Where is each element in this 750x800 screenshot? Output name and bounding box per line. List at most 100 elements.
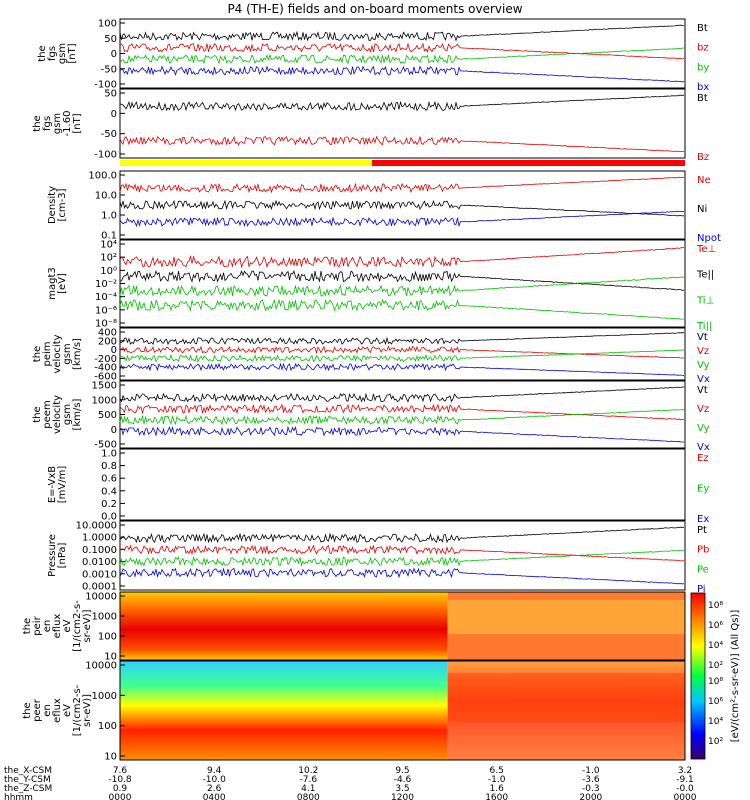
x-row-label: the_X-CSM <box>4 766 52 776</box>
panel-7: E=-VxB[mV/m] 1.00.8 0.60.4 0.2 0.0 Ez Ey Ex <box>47 448 709 525</box>
x-tick-label: -10.8 <box>108 775 132 785</box>
x-tick-label: 0000 <box>674 793 697 800</box>
panel-3: Density[cm-3] 100.0 10.0 1.0 0.1 Ne Ni Npot <box>47 170 721 244</box>
region-bar-right <box>372 160 685 166</box>
x-tick-label: 9.4 <box>207 766 222 776</box>
legend-entry: bx <box>697 82 709 93</box>
y-tick-label: 0 <box>111 109 117 120</box>
panel-ylabel: magt3[eV] <box>47 267 68 300</box>
y-tick-label: 200 <box>98 336 117 347</box>
y-tick-label: -100 <box>94 150 117 161</box>
y-tick-label: 1.0000 <box>82 533 117 544</box>
legend-entry: Pi <box>697 584 706 595</box>
legend-entry: Bt <box>697 93 708 104</box>
panel-ylabel: thepeirenefluxeV[1/(cm2-s-sr-eV)] <box>22 600 93 652</box>
spectrogram-fill <box>120 661 448 760</box>
x-tick-label: -1.0 <box>488 775 506 785</box>
y-tick-label: 0 <box>111 345 117 356</box>
ylabel-line: sr-eV)] <box>82 694 93 727</box>
series-line-Pb <box>119 544 685 562</box>
y-tick-label: 1000 <box>92 395 117 406</box>
y-tick-label: 10⁰ <box>100 266 117 277</box>
ylabel-line: [nPa] <box>57 542 68 568</box>
x-tick-label: -0.3 <box>582 784 600 794</box>
y-tick-label: 100 <box>98 19 117 30</box>
ylabel-line: -1.60 <box>62 111 73 137</box>
series-line-Vx <box>119 425 685 443</box>
region-bar-left <box>120 160 372 166</box>
ylabel-line: en <box>42 620 53 633</box>
x-tick-label: 0400 <box>203 793 226 800</box>
ylabel-line: eV <box>62 704 73 717</box>
ylabel-line: [mV/m] <box>57 466 68 504</box>
x-tick-label: -7.6 <box>300 775 318 785</box>
colorbar-tick-label: 10⁸ <box>708 677 723 687</box>
y-tick-label: 0.0001 <box>82 582 117 593</box>
ylabel-line: the <box>32 346 43 362</box>
y-tick-label: 0.1 <box>101 231 117 242</box>
panel-4: magt3[eV] 10⁴ 10² 10⁰ 10⁻² 10⁻⁴ 10⁻⁶ 10⁻⁸ Te⊥ Te|… <box>47 239 716 332</box>
panel-6: thepeemvelocitygsm[km/s] 1500 1000 500 0 -500… <box>32 380 710 453</box>
x-tick-label: -0.0 <box>676 784 694 794</box>
ylabel-line: [cm-3] <box>57 188 68 221</box>
legend-entry: Pb <box>697 545 709 556</box>
y-tick-label: 0.6 <box>101 474 117 485</box>
panel-frame <box>119 520 686 591</box>
legend-entry: Te|| <box>696 270 714 281</box>
ylabel-line: the <box>22 618 33 634</box>
legend-entry: Vy <box>697 360 710 371</box>
x-tick-label: 3.2 <box>678 766 692 776</box>
y-tick-label: 10⁻⁴ <box>95 292 117 303</box>
series-line-Vt <box>119 386 685 403</box>
ylabel-line: [1/(cm2-s- <box>72 600 83 652</box>
y-tick-label: -400 <box>94 363 117 374</box>
y-tick-label: -600 <box>94 372 117 383</box>
y-tick-label: 400 <box>98 328 117 339</box>
x-row-label: the_Z-CSM <box>4 784 52 794</box>
panel-ylabel: thepeemvelocitygsm[km/s] <box>32 395 83 434</box>
series-line-Ti|| <box>119 298 684 320</box>
x-tick-label: 1200 <box>391 793 414 800</box>
panel-frame <box>119 660 686 761</box>
panel-5: thepeimvelocitygsm[km/s] 4002000-200-400-… <box>32 327 710 385</box>
ylabel-line: gsm <box>62 343 73 364</box>
ylabel-line: peim <box>42 341 53 366</box>
x-axis-labels: the_X-CSM 7.6 9.4 10.2 9.5 6.5 -1.0 3.2the_Y-CS… <box>4 766 697 800</box>
x-tick-label: 1600 <box>485 793 508 800</box>
panel-ylabel: thepeimvelocitygsm[km/s] <box>32 334 83 373</box>
x-tick-label: -4.6 <box>394 775 412 785</box>
panel-8: Pressure[nPa]10.00001.00000.10000.01000.… <box>47 520 709 595</box>
panel-frame <box>119 448 686 521</box>
spectrogram-band <box>447 600 685 635</box>
x-tick-label: -10.0 <box>203 775 227 785</box>
y-tick-label: 0 <box>111 49 117 60</box>
x-tick-label: 0000 <box>109 793 132 800</box>
y-tick-label: 500 <box>98 410 117 421</box>
legend-entry: Vx <box>697 442 710 453</box>
y-tick-label: 10.0000 <box>76 521 117 532</box>
series-line-Vx <box>119 362 684 376</box>
panel-ylabel: thepeerenefluxeV[1/(cm2-s-sr-eV)] <box>22 684 93 736</box>
x-tick-label: 6.5 <box>490 766 504 776</box>
y-tick-label: 0.4 <box>101 486 117 497</box>
y-tick-label: 10⁴ <box>100 240 117 251</box>
series-line-Te|| <box>119 269 685 291</box>
colorbar-tick-label: 10⁸ <box>708 601 723 611</box>
ylabel-line: fgs <box>47 46 58 61</box>
series-line-bz <box>119 42 685 60</box>
panel-2: thefgsgsm-1.60[nT] 50 0 -50 -100 Bt Bz <box>32 88 709 163</box>
y-tick-label: 0.8 <box>101 461 117 472</box>
ylabel-line: Pressure <box>47 534 58 577</box>
ylabel-line: [1/(cm2-s- <box>72 684 83 736</box>
y-tick-label: 0.1000 <box>82 545 117 556</box>
panels: thefgsgsm[nT]100500-50-100Btbzbybxthefgs… <box>22 18 721 763</box>
ylabel-line: velocity <box>52 334 63 373</box>
panel-ylabel: thefgsgsm[nT] <box>37 43 78 64</box>
ylabel-line: sr-eV)] <box>82 609 93 642</box>
y-tick-label: -100 <box>94 80 117 91</box>
legend-entry: Vz <box>697 404 709 415</box>
y-tick-label: 50 <box>104 89 117 100</box>
panel-10: thepeerenefluxeV[1/(cm2-s-sr-eV)] 10000 10… <box>22 660 686 763</box>
spectrogram-band <box>447 672 685 723</box>
